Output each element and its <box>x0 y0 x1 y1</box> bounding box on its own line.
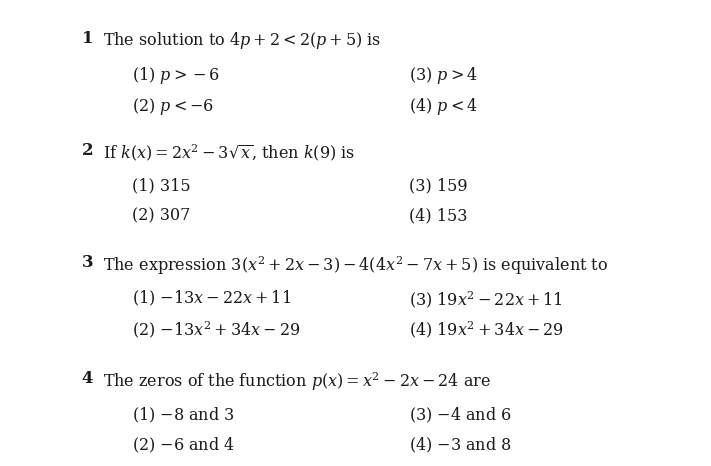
Text: 4: 4 <box>82 370 93 387</box>
Text: 1: 1 <box>82 30 93 47</box>
Text: (4) 153: (4) 153 <box>409 207 467 224</box>
Text: 2: 2 <box>82 142 93 159</box>
Text: (3) 159: (3) 159 <box>409 177 467 194</box>
Text: (1) $-13x - 22x + 11$: (1) $-13x - 22x + 11$ <box>132 289 291 308</box>
Text: (3) $p > 4$: (3) $p > 4$ <box>409 65 478 86</box>
Text: (3) $19x^2 - 22x + 11$: (3) $19x^2 - 22x + 11$ <box>409 289 563 310</box>
Text: (1) $p > -6$: (1) $p > -6$ <box>132 65 220 86</box>
Text: (2) $p < -6$: (2) $p < -6$ <box>132 96 214 116</box>
Text: (4) $-3$ and $8$: (4) $-3$ and $8$ <box>409 436 512 455</box>
Text: (2) $-6$ and $4$: (2) $-6$ and $4$ <box>132 436 235 455</box>
Text: (3) $-4$ and $6$: (3) $-4$ and $6$ <box>409 405 512 425</box>
Text: The expression $3(x^2 + 2x - 3) - 4(4x^2 - 7x + 5)$ is equivalent to: The expression $3(x^2 + 2x - 3) - 4(4x^2… <box>103 254 608 277</box>
Text: The solution to $4p + 2 < 2(p + 5)$ is: The solution to $4p + 2 < 2(p + 5)$ is <box>103 30 381 51</box>
Text: (2) 307: (2) 307 <box>132 207 190 224</box>
Text: The zeros of the function $p(x) = x^2 - 2x - 24$ are: The zeros of the function $p(x) = x^2 - … <box>103 370 491 393</box>
Text: (1) 315: (1) 315 <box>132 177 190 194</box>
Text: (4) $p < 4$: (4) $p < 4$ <box>409 96 478 116</box>
Text: (4) $19x^2 + 34x - 29$: (4) $19x^2 + 34x - 29$ <box>409 319 564 340</box>
Text: 3: 3 <box>82 254 93 271</box>
Text: (1) $-8$ and $3$: (1) $-8$ and $3$ <box>132 405 234 425</box>
Text: If $k(x) = 2x^2 - 3\sqrt{x}$, then $k(9)$ is: If $k(x) = 2x^2 - 3\sqrt{x}$, then $k(9)… <box>103 142 356 163</box>
Text: (2) $-13x^2 + 34x - 29$: (2) $-13x^2 + 34x - 29$ <box>132 319 300 340</box>
